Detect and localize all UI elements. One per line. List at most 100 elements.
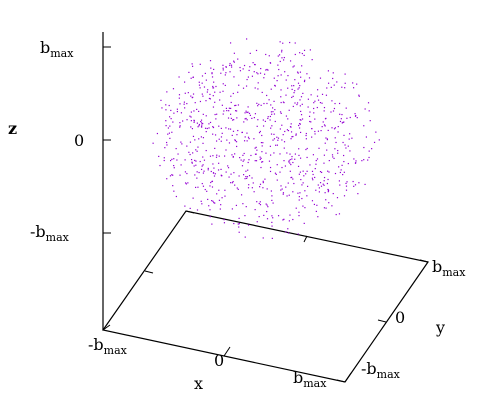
- data-point: [311, 136, 313, 138]
- data-point: [212, 126, 215, 129]
- data-point: [306, 73, 308, 75]
- data-point: [269, 62, 271, 64]
- data-point: [358, 94, 360, 96]
- data-point: [187, 182, 189, 184]
- data-point: [334, 102, 336, 105]
- data-point: [185, 183, 188, 185]
- data-point: [319, 182, 322, 184]
- data-point: [245, 85, 248, 87]
- data-point: [212, 106, 215, 108]
- data-point: [220, 168, 222, 170]
- data-point: [367, 159, 369, 161]
- data-point: [287, 118, 289, 120]
- data-point: [287, 75, 289, 77]
- data-point: [207, 169, 209, 171]
- data-point: [292, 178, 294, 180]
- data-point: [191, 97, 193, 99]
- data-point: [215, 85, 217, 88]
- data-point: [343, 121, 345, 123]
- data-point: [341, 164, 343, 166]
- data-point: [326, 87, 328, 89]
- data-point: [313, 107, 315, 110]
- data-point: [205, 131, 207, 133]
- data-point: [180, 141, 182, 143]
- data-point: [378, 139, 380, 141]
- data-point: [197, 146, 199, 148]
- data-point: [181, 143, 183, 145]
- data-point: [299, 171, 302, 173]
- data-point: [251, 75, 254, 77]
- data-point: [316, 106, 318, 109]
- data-point: [191, 63, 193, 65]
- data-point: [323, 176, 326, 179]
- data-point: [259, 201, 261, 203]
- data-point: [172, 174, 174, 176]
- data-point: [330, 111, 332, 113]
- data-point: [301, 103, 303, 105]
- data-point: [168, 132, 171, 134]
- y-tick-front: [336, 379, 346, 383]
- data-point: [303, 80, 306, 83]
- data-point: [193, 121, 195, 123]
- data-point: [189, 207, 191, 210]
- data-point: [283, 56, 285, 59]
- data-point: [291, 176, 293, 179]
- data-point: [170, 109, 172, 112]
- data-point: [259, 183, 262, 185]
- data-point: [230, 107, 232, 110]
- data-point: [259, 158, 261, 161]
- data-point: [292, 95, 294, 97]
- data-point: [294, 153, 296, 155]
- data-point: [256, 125, 258, 127]
- data-point: [226, 109, 228, 112]
- data-point: [274, 109, 276, 111]
- data-point: [261, 145, 263, 147]
- data-point: [262, 125, 265, 127]
- data-point: [244, 236, 246, 238]
- y-tick-labels: bmax 0 -bmax: [361, 257, 466, 381]
- data-point: [273, 100, 275, 102]
- data-point: [190, 120, 192, 122]
- data-point: [291, 85, 293, 87]
- data-point: [342, 121, 344, 124]
- data-point: [199, 100, 202, 103]
- data-point: [294, 158, 296, 160]
- data-point: [248, 138, 250, 140]
- data-point: [326, 139, 329, 141]
- data-point: [208, 127, 210, 129]
- data-point: [298, 122, 301, 125]
- data-point: [221, 104, 223, 106]
- data-point: [282, 134, 284, 136]
- data-point: [215, 156, 218, 158]
- data-point: [269, 166, 272, 169]
- data-point: [266, 218, 269, 220]
- z-tick-labels: bmax 0 -bmax: [30, 38, 84, 244]
- data-point: [300, 114, 303, 116]
- data-point: [352, 82, 354, 84]
- data-point: [325, 199, 327, 201]
- data-point: [218, 162, 220, 164]
- data-point: [163, 157, 165, 159]
- data-point: [204, 127, 207, 129]
- data-point: [228, 110, 230, 112]
- data-point: [243, 64, 246, 67]
- y-axis-label: y: [435, 318, 445, 337]
- data-point: [338, 180, 340, 182]
- data-point: [244, 112, 246, 114]
- data-point: [318, 147, 320, 149]
- data-point: [232, 92, 234, 95]
- data-point: [273, 152, 275, 154]
- data-point: [326, 149, 328, 151]
- data-point: [305, 132, 307, 135]
- data-point: [264, 178, 266, 180]
- data-point: [289, 214, 291, 216]
- y-tick-label-front: -bmax: [361, 359, 401, 381]
- z-axis-label: z: [8, 119, 17, 138]
- data-point: [225, 66, 227, 68]
- data-point: [230, 64, 233, 66]
- data-point: [281, 188, 283, 190]
- data-point: [207, 167, 209, 170]
- data-point: [260, 157, 262, 159]
- data-point: [371, 148, 373, 150]
- data-point: [227, 167, 230, 169]
